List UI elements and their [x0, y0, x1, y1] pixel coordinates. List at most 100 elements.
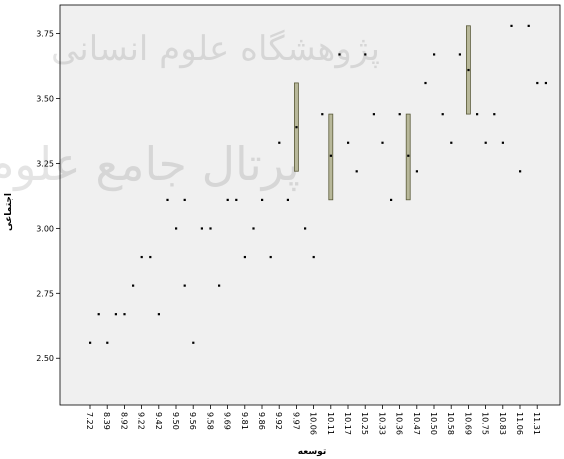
x-axis: 7.22 8.39 8.92 9.22 9.42 9.50 9.56 9.58 9.69 9.81… [85, 405, 541, 435]
data-point [149, 255, 152, 259]
data-point [476, 113, 479, 116]
data-point [114, 313, 117, 316]
data-point [304, 227, 307, 230]
range-bar [405, 113, 411, 201]
x-tick-label: 10.33 [377, 412, 386, 435]
data-point [467, 68, 470, 72]
x-tick-label: 9.92 [274, 412, 283, 430]
data-point [261, 198, 264, 202]
data-point [252, 227, 255, 230]
data-point [415, 170, 418, 173]
data-point [510, 24, 513, 27]
x-tick-label: 9.58 [205, 412, 214, 430]
data-point [450, 141, 453, 144]
y-axis: 2.50 2.75 3.00 3.25 3.50 3.75 [36, 30, 60, 363]
x-axis-title: توسعه [298, 447, 326, 457]
data-point [218, 284, 221, 287]
data-point [398, 113, 401, 116]
watermark-line-2: پرتال جامع علوم [0, 137, 300, 192]
data-point [527, 24, 530, 27]
x-tick-label: 10.58 [446, 412, 455, 435]
x-tick-label: 8.39 [102, 412, 111, 430]
data-point [381, 141, 384, 144]
y-tick-label: 3.25 [36, 159, 54, 168]
data-point [278, 141, 281, 144]
data-point [123, 313, 126, 316]
x-tick-label: 10.75 [481, 412, 490, 435]
data-point [183, 198, 186, 202]
x-tick-label: 9.22 [137, 412, 146, 430]
data-point [200, 227, 203, 230]
data-point [347, 141, 350, 144]
x-tick-label: 11.31 [532, 412, 541, 435]
data-point [501, 141, 504, 144]
data-point [132, 284, 135, 287]
watermark: پژوهشگاه علوم انسانی پرتال جامع علوم [0, 29, 380, 192]
x-tick-label: 10.36 [395, 412, 404, 435]
watermark-line-1: پژوهشگاه علوم انسانی [51, 29, 380, 69]
x-tick-label: 7.22 [85, 412, 94, 430]
data-point [484, 141, 487, 144]
data-point [140, 255, 143, 259]
data-point [390, 198, 393, 202]
y-axis-title: اجتماعی [4, 193, 14, 231]
data-point [243, 255, 246, 259]
x-tick-label: 10.11 [326, 412, 335, 435]
data-point [536, 81, 539, 85]
x-tick-label: 11.06 [515, 412, 524, 435]
data-point [433, 53, 436, 56]
data-point [493, 113, 496, 116]
x-tick-label: 9.81 [240, 412, 249, 430]
x-tick-label: 9.42 [154, 412, 163, 430]
x-tick-label: 9.86 [257, 412, 266, 430]
data-point [295, 126, 298, 129]
x-tick-label: 10.83 [498, 412, 507, 435]
data-point [321, 113, 324, 116]
data-point [97, 313, 100, 316]
data-point [183, 284, 186, 287]
x-tick-label: 10.06 [309, 412, 318, 435]
data-point [286, 198, 289, 202]
data-point [364, 53, 367, 56]
x-tick-label: 10.50 [429, 412, 438, 435]
data-point [166, 198, 169, 202]
data-point [106, 341, 109, 344]
x-tick-label: 9.50 [171, 412, 180, 430]
x-tick-label: 10.47 [412, 412, 421, 435]
data-point [192, 341, 195, 344]
data-point [424, 81, 427, 85]
x-tick-label: 9.56 [188, 412, 197, 430]
data-point [157, 313, 160, 316]
data-point [175, 227, 178, 230]
y-tick-label: 3.50 [36, 95, 54, 104]
data-point [372, 113, 375, 116]
y-tick-label: 2.50 [36, 354, 54, 363]
x-tick-label: 9.69 [223, 412, 232, 430]
y-tick-label: 3.75 [36, 30, 54, 39]
range-bar [328, 113, 334, 201]
data-point [338, 53, 341, 56]
x-tick-label: 10.25 [360, 412, 369, 435]
data-point [355, 170, 358, 173]
data-point [89, 341, 92, 344]
data-point [209, 227, 212, 230]
y-tick-label: 3.00 [36, 224, 54, 233]
data-point [226, 198, 229, 202]
data-point [458, 53, 461, 56]
x-tick-label: 10.69 [463, 412, 472, 435]
x-tick-label: 8.92 [119, 412, 128, 430]
x-tick-label: 9.97 [291, 412, 300, 430]
data-point [312, 255, 315, 259]
data-point [441, 113, 444, 116]
data-point [407, 154, 410, 157]
data-point [329, 154, 332, 157]
data-point [544, 81, 547, 85]
plot-area [59, 4, 561, 406]
data-point [235, 198, 238, 202]
data-point [269, 255, 272, 259]
data-point [519, 170, 522, 173]
y-tick-label: 2.75 [36, 289, 54, 298]
data-points [89, 24, 547, 344]
x-tick-label: 10.17 [343, 412, 352, 435]
